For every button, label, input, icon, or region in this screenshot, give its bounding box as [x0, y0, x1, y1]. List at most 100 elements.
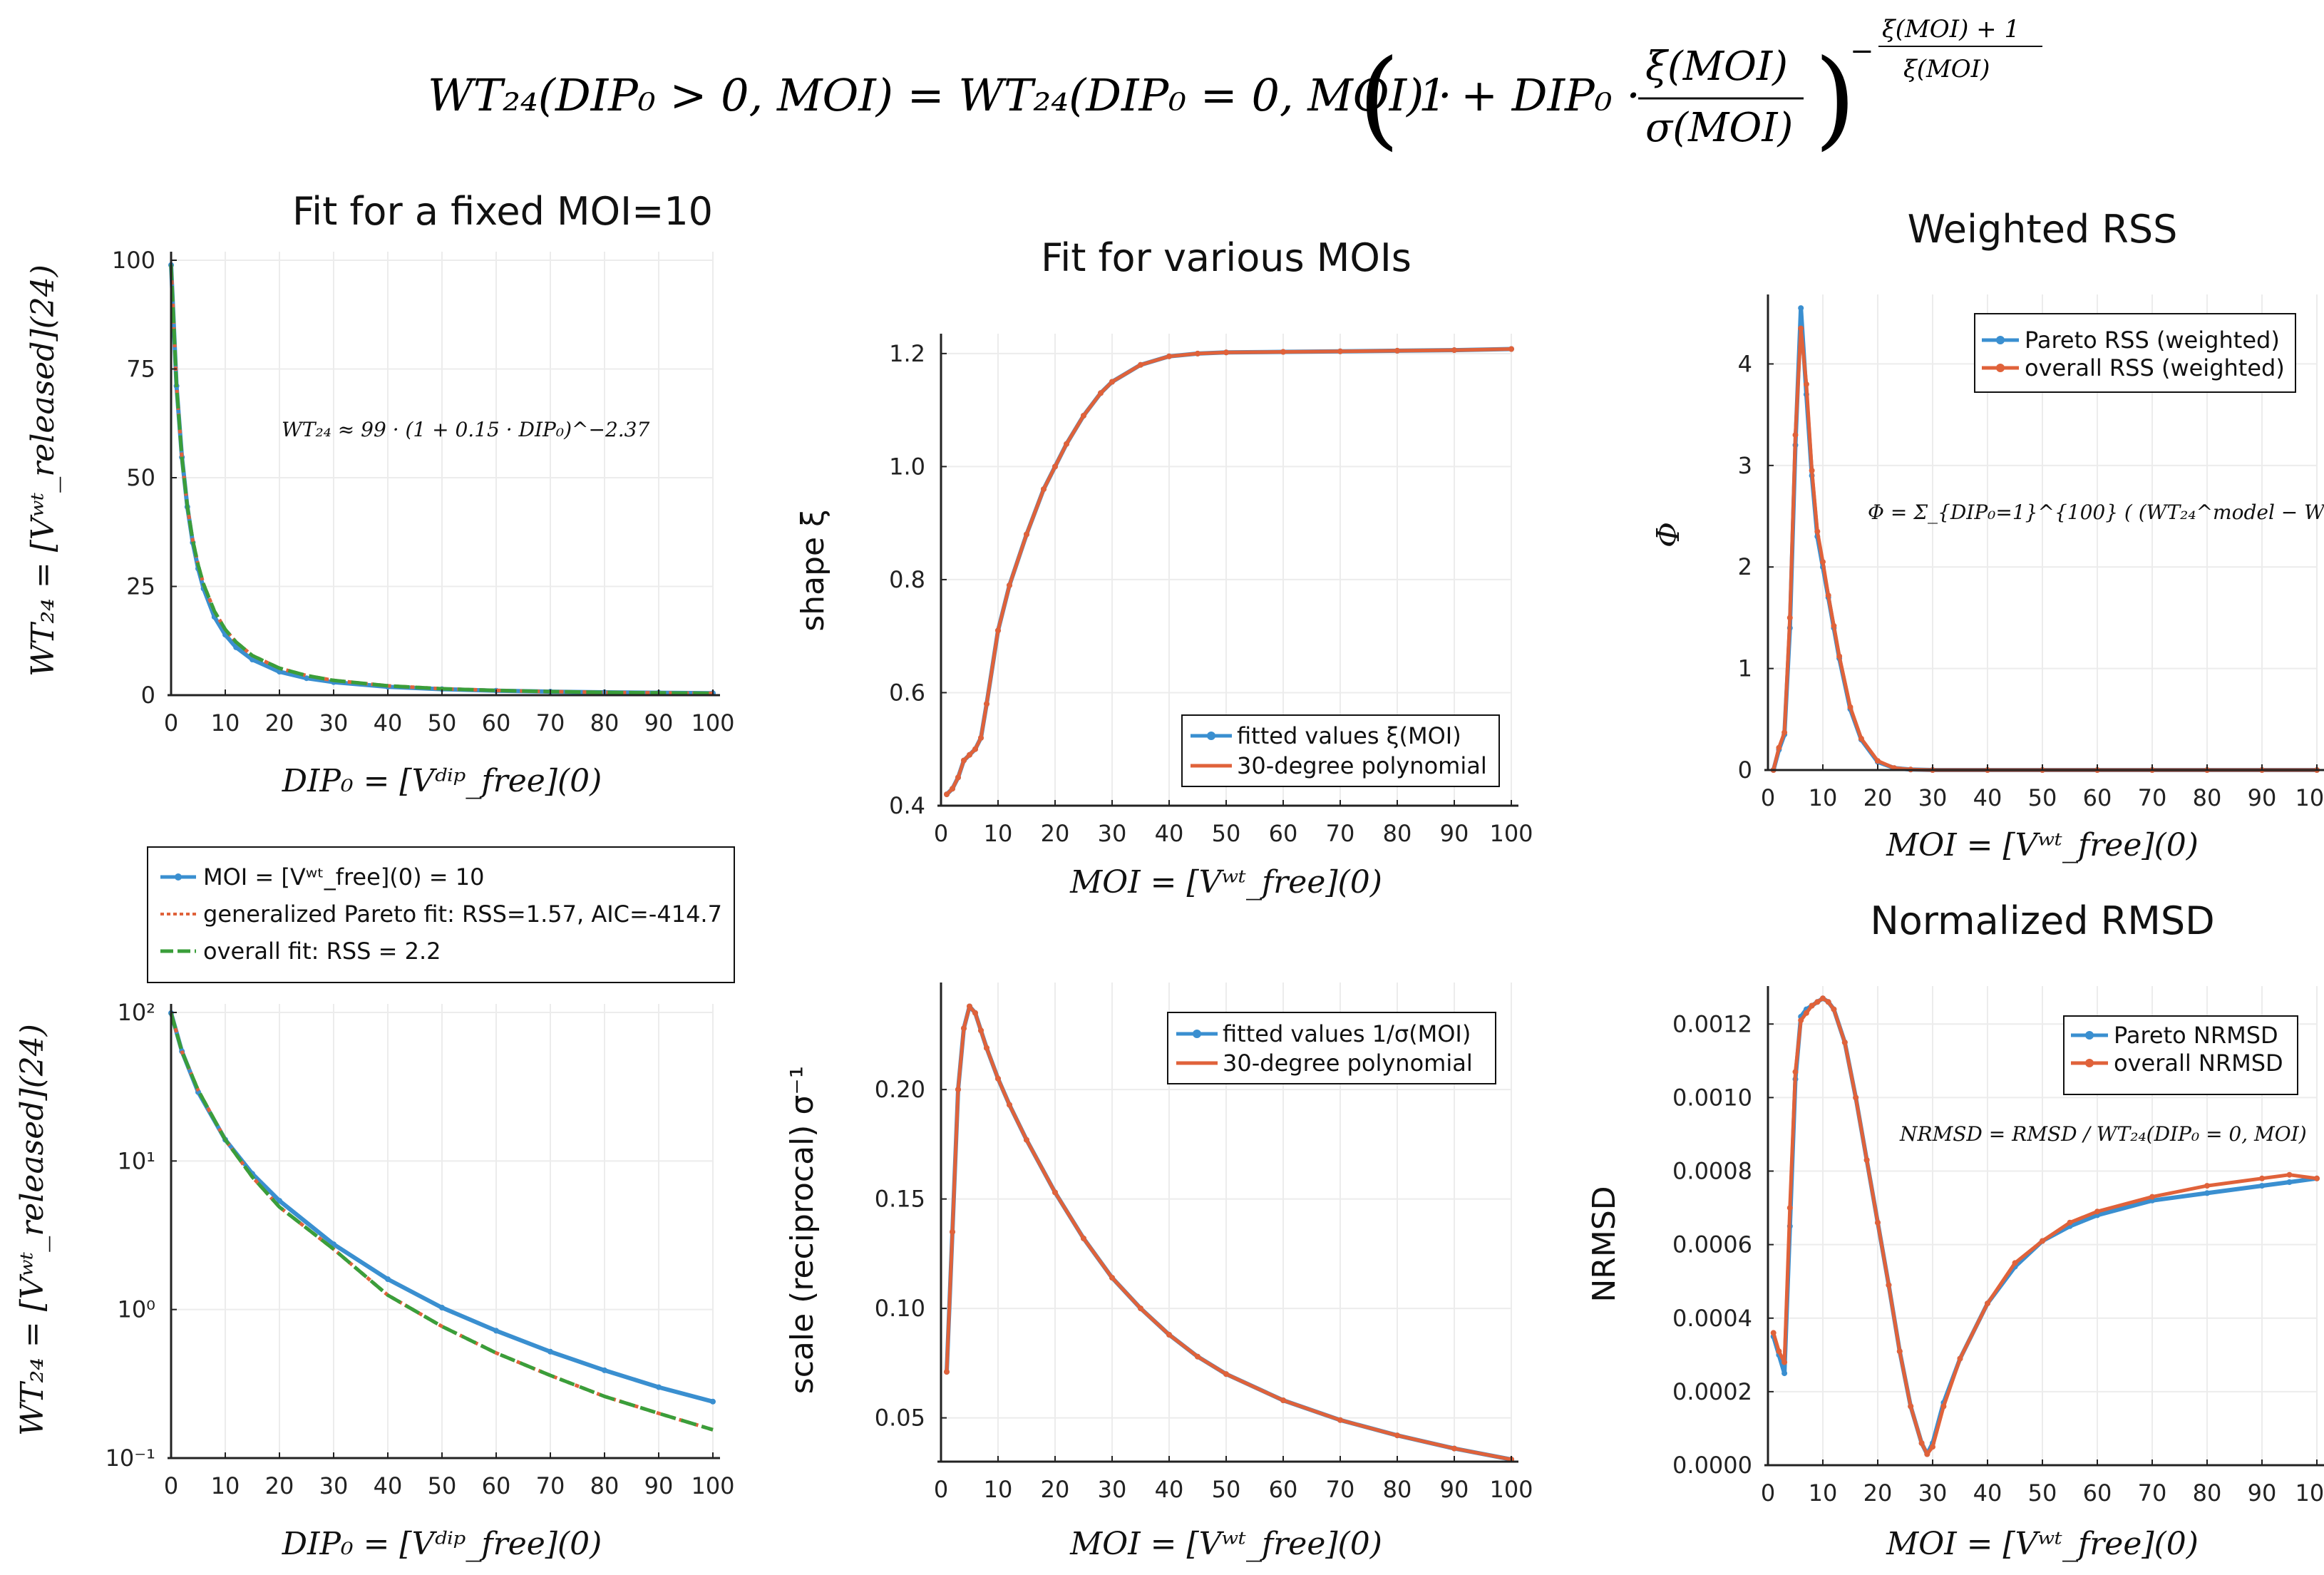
data-point-orange — [1858, 735, 1864, 742]
y-tick-label: 0.0008 — [1672, 1158, 1752, 1185]
data-point-orange — [1918, 1440, 1925, 1447]
data-point-orange — [1847, 704, 1853, 710]
data-point-orange — [1841, 1040, 1848, 1045]
x-tick-label: 100 — [2295, 784, 2324, 811]
x-tick-label: 80 — [2193, 784, 2222, 811]
data-point-orange — [1930, 1444, 1935, 1450]
y-tick-label: 25 — [126, 573, 155, 600]
y-tick-label: 10⁰ — [117, 1296, 155, 1323]
x-tick-label: 40 — [374, 1472, 403, 1499]
x-tick-label: 80 — [590, 709, 619, 737]
x-tick-label: 0 — [934, 820, 948, 847]
x-tick-label: 10 — [211, 709, 240, 737]
data-point-orange — [1803, 1010, 1809, 1016]
data-point-orange — [2040, 1238, 2045, 1244]
chart-nrmsd: Normalized RMSD 0 10 20 30 40 50 60 70 80 90 100 0.… — [1586, 898, 2324, 1562]
legend-label-fitted: fitted values 1/σ(MOI) — [1223, 1020, 1471, 1047]
legend-label-pareto: Pareto RSS (weighted) — [2025, 327, 2280, 354]
data-point-orange — [978, 734, 984, 741]
data-point-orange — [978, 1027, 984, 1034]
data-point-orange — [1223, 349, 1229, 356]
y-tick-label: 0.0012 — [1672, 1010, 1752, 1037]
data-point-orange — [1223, 1371, 1229, 1378]
data-point-blue — [439, 1305, 445, 1310]
data-point-orange — [995, 627, 1001, 634]
data-point-orange — [2259, 1175, 2265, 1181]
data-point-orange — [995, 1075, 1001, 1082]
x-tick-label: 60 — [2083, 1479, 2112, 1507]
x-tick-label: 20 — [265, 709, 294, 737]
data-point-orange — [1853, 1094, 1859, 1101]
y-tick-label: 0.0002 — [1672, 1378, 1752, 1405]
equation-bracket-term: 1 + DIP₀ · — [1419, 69, 1640, 121]
series-line-green — [169, 1012, 714, 1432]
data-point-orange — [1875, 1219, 1881, 1226]
data-point-orange — [967, 751, 972, 758]
x-tick-label: 100 — [1489, 1476, 1533, 1503]
data-point-orange — [984, 1045, 989, 1051]
y-tick-label: 0.0010 — [1672, 1084, 1752, 1111]
series-line-green — [169, 264, 714, 695]
equation-fraction-numerator: ξ(MOI) — [1645, 43, 1788, 90]
data-point-blue — [493, 1328, 499, 1334]
data-point-orange — [1781, 729, 1788, 736]
y-tick-label: 0.4 — [889, 792, 925, 819]
y-tick-label: 0.20 — [875, 1076, 925, 1103]
phi-annotation: Φ = Σ_{DIP₀=1}^{100} ( (WT₂₄^model − WT₂… — [1868, 501, 2324, 524]
y-tick-label: 1.2 — [889, 340, 925, 367]
equation-close-paren: ) — [1814, 37, 1856, 161]
x-tick-label: 70 — [536, 1472, 565, 1499]
data-point-orange — [1776, 1348, 1782, 1355]
x-tick-label: 80 — [590, 1472, 619, 1499]
x-tick-label: 0 — [164, 709, 178, 737]
data-point-orange — [1886, 1282, 1892, 1288]
y-tick-label: 1 — [1738, 655, 1752, 682]
data-point-orange — [2204, 1183, 2210, 1189]
grid — [170, 252, 714, 696]
data-point-orange — [1081, 1235, 1086, 1241]
legend-label-pareto: generalized Pareto fit: RSS=1.57, AIC=-4… — [203, 901, 722, 928]
y-axis-label: NRMSD — [1586, 1186, 1623, 1302]
data-point-orange — [1792, 1069, 1799, 1075]
data-point-blue — [277, 1198, 282, 1204]
x-tick-label: 20 — [1041, 1476, 1070, 1503]
y-tick-label: 0 — [1738, 756, 1752, 784]
series-group — [1770, 995, 2320, 1457]
data-point-blue — [602, 1367, 607, 1373]
y-tick-label: 2 — [1738, 553, 1752, 580]
legend-marker-pareto — [2085, 1031, 2094, 1040]
header-equation: WT₂₄(DIP₀ > 0, MOI) = WT₂₄(DIP₀ = 0, MOI… — [428, 15, 2042, 161]
data-point-orange — [2286, 1171, 2293, 1178]
data-point-blue — [710, 1398, 716, 1405]
x-tick-label: 30 — [1098, 820, 1127, 847]
x-tick-label: 0 — [1761, 784, 1775, 811]
legend-marker-fitted — [1193, 1030, 1201, 1038]
x-tick-label: 30 — [319, 709, 349, 737]
data-point-orange — [2314, 1175, 2320, 1181]
x-tick-label: 30 — [1918, 784, 1948, 811]
data-point-orange — [1985, 1300, 1990, 1307]
data-point-orange — [961, 757, 967, 764]
x-tick-label: 60 — [2083, 784, 2112, 811]
y-tick-label: 0.0004 — [1672, 1305, 1752, 1332]
data-point-orange — [1825, 999, 1831, 1005]
data-point-orange — [1138, 1305, 1143, 1312]
y-tick-label: 1.0 — [889, 453, 925, 480]
x-tick-label: 60 — [482, 709, 511, 737]
y-tick-label: 50 — [126, 464, 155, 491]
data-point-orange — [1940, 1403, 1947, 1410]
x-tick-label: 80 — [1383, 820, 1412, 847]
legend-label-poly: 30-degree polynomial — [1223, 1050, 1473, 1077]
legend-marker-fitted — [1207, 732, 1215, 740]
x-tick-label: 90 — [644, 709, 674, 737]
data-point-orange — [1908, 1403, 1914, 1410]
x-tick-label: 90 — [1440, 1476, 1469, 1503]
data-point-orange — [1337, 1417, 1343, 1423]
data-point-orange — [961, 1025, 967, 1032]
data-point-blue — [2259, 1183, 2265, 1189]
x-tick-label: 70 — [536, 709, 565, 737]
data-point-blue — [1781, 1370, 1788, 1377]
legend-label-overall: overall fit: RSS = 2.2 — [203, 938, 441, 965]
x-tick-label: 50 — [428, 1472, 457, 1499]
